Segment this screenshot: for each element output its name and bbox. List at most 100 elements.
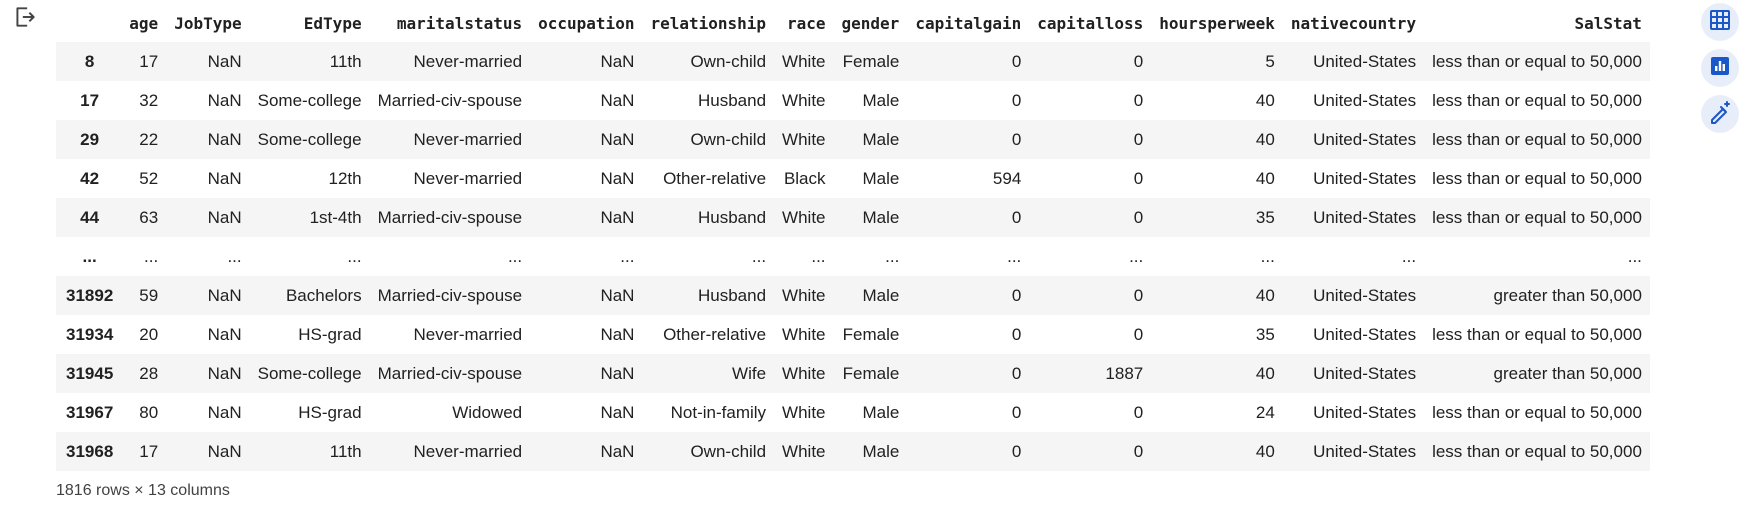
table-cell: NaN [600, 51, 635, 71]
row-index-cell: 44 [80, 207, 100, 227]
table-cell: 40 [1255, 168, 1275, 188]
table-cell: 28 [139, 363, 159, 383]
table-cell: 0 [1133, 90, 1144, 110]
row-index-cell: 31967 [66, 402, 114, 422]
table-cell: 40 [1255, 441, 1275, 461]
table-cell: 12th [328, 168, 362, 188]
table-cell: Never-married [413, 324, 523, 344]
table-cell: less than or equal to 50,000 [1432, 90, 1642, 110]
table-row: 31892 59 NaN Bachelors Married-civ-spouse NaN… [56, 276, 1650, 315]
table-cell: less than or equal to 50,000 [1432, 168, 1642, 188]
table-cell: 80 [139, 402, 159, 422]
table-cell: Wife [732, 363, 767, 383]
table-cell: ... [507, 246, 523, 266]
table-cell: United-States [1313, 285, 1417, 305]
table-row: 8 17 NaN 11th Never-married NaN Own-child White… [56, 42, 1650, 81]
table-cell: NaN [600, 324, 635, 344]
table-cell: NaN [207, 90, 242, 110]
row-index-cell: 29 [80, 129, 100, 149]
table-cell: Never-married [413, 129, 523, 149]
table-cell: 0 [1133, 402, 1144, 422]
table-cell: HS-grad [298, 324, 362, 344]
table-row: 44 63 NaN 1st-4th Married-civ-spouse NaN Husba… [56, 198, 1650, 237]
table-cell: 0 [1011, 51, 1022, 71]
table-cell: 0 [1133, 51, 1144, 71]
table-cell: United-States [1313, 441, 1417, 461]
table-cell: 0 [1133, 168, 1144, 188]
table-cell: White [782, 207, 826, 227]
table-cell: Husband [697, 207, 767, 227]
chart-suggest-button[interactable] [1701, 49, 1739, 87]
table-cell: 20 [139, 324, 159, 344]
table-cell: less than or equal to 50,000 [1432, 324, 1642, 344]
table-cell: 0 [1133, 441, 1144, 461]
table-cell: NaN [207, 441, 242, 461]
table-row: 31945 28 NaN Some-college Married-civ-spouse… [56, 354, 1650, 393]
table-cell: White [782, 324, 826, 344]
table-cell: Black [783, 168, 826, 188]
table-cell: ... [885, 246, 900, 266]
table-cell: less than or equal to 50,000 [1432, 441, 1642, 461]
table-cell: 5 [1265, 51, 1275, 71]
table-cell: Own-child [690, 129, 767, 149]
row-index-cell: 31945 [66, 363, 114, 383]
table-cell: ... [347, 246, 362, 266]
table-cell: NaN [207, 363, 242, 383]
table-cell: 22 [139, 129, 159, 149]
table-cell: NaN [207, 129, 242, 149]
table-cell: Husband [697, 90, 767, 110]
table-cell: 40 [1255, 285, 1275, 305]
table-cell: United-States [1313, 51, 1417, 71]
table-cell: 0 [1011, 129, 1022, 149]
column-header: race [786, 13, 826, 33]
table-cell: Female [842, 363, 900, 383]
table-cell: 1887 [1105, 363, 1144, 383]
table-cell: ... [1401, 246, 1417, 266]
table-cell: NaN [207, 168, 242, 188]
table-cell: Some-college [257, 363, 362, 383]
row-index-cell: 8 [84, 51, 95, 71]
table-cell: Own-child [690, 441, 767, 461]
output-action-icon[interactable] [12, 4, 38, 30]
table-cell: Never-married [413, 168, 523, 188]
table-cell: 594 [992, 168, 1022, 188]
table-cell: Married-civ-spouse [377, 363, 523, 383]
table-cell: ... [1627, 246, 1642, 266]
table-cell: 35 [1255, 324, 1275, 344]
table-cell: 32 [139, 90, 159, 110]
dataframe-output: age JobType EdType maritalstatus occupation r… [56, 4, 1650, 471]
table-cell: Male [862, 168, 900, 188]
table-cell: Own-child [690, 51, 767, 71]
table-cell: ... [811, 246, 826, 266]
table-row: 29 22 NaN Some-college Never-married NaN Own-c… [56, 120, 1650, 159]
table-cell: 17 [139, 441, 159, 461]
table-cell: Male [862, 129, 900, 149]
table-cell: 0 [1011, 285, 1022, 305]
table-cell: Female [842, 324, 900, 344]
edit-wand-button[interactable] [1701, 95, 1739, 133]
table-cell: 0 [1133, 207, 1144, 227]
table-cell: less than or equal to 50,000 [1432, 207, 1642, 227]
column-header: nativecountry [1290, 13, 1417, 33]
table-cell: NaN [600, 129, 635, 149]
table-cell: White [782, 51, 826, 71]
table-cell: 40 [1255, 90, 1275, 110]
table-cell: Married-civ-spouse [377, 207, 523, 227]
table-row: ........................................… [56, 237, 1650, 276]
table-cell: NaN [600, 441, 635, 461]
table-cell: 11th [329, 441, 362, 461]
table-cell: 63 [139, 207, 159, 227]
table-row: 42 52 NaN 12th Never-married NaN Other-relativ… [56, 159, 1650, 198]
table-cell: 0 [1011, 402, 1022, 422]
table-cell: 0 [1011, 441, 1022, 461]
table-cell: Married-civ-spouse [377, 285, 523, 305]
table-cell: NaN [207, 207, 242, 227]
table-cell: White [782, 363, 826, 383]
table-cell: ... [620, 246, 635, 266]
table-cell: 40 [1255, 363, 1275, 383]
table-view-button[interactable] [1701, 3, 1739, 41]
table-body: 8 17 NaN 11th Never-married NaN Own-child White… [56, 42, 1650, 471]
table-cell: NaN [207, 285, 242, 305]
table-cell: ... [144, 246, 159, 266]
column-header: age [129, 13, 159, 33]
